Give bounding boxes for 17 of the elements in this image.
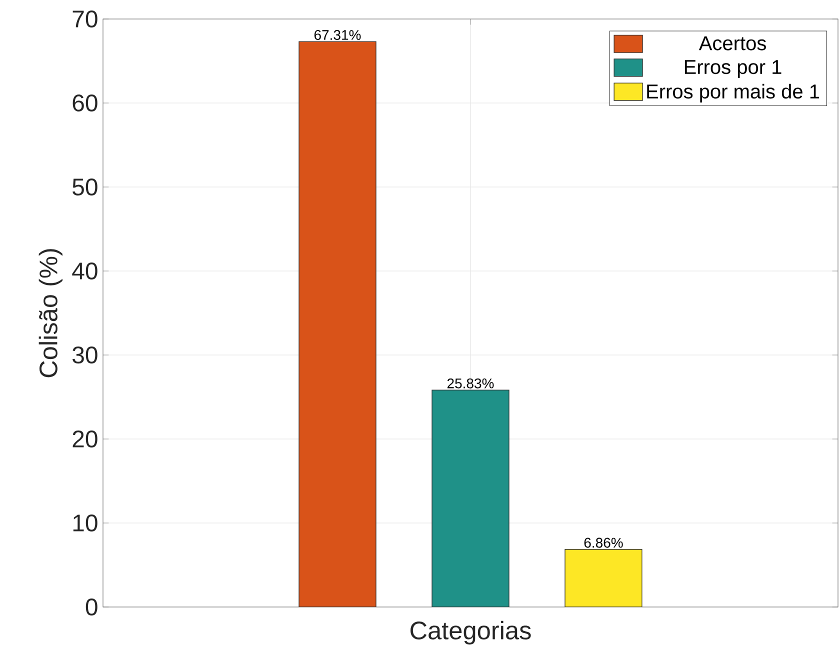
x-axis-title: Categorias [410,620,531,644]
bar [432,390,510,607]
data-label: 25.83% [447,378,494,388]
y-tick-label: 20 [72,430,98,448]
data-label: 6.86% [584,538,623,548]
y-tick-label: 50 [72,178,98,196]
y-tick-label: 0 [86,598,98,616]
data-label: 67.31% [314,30,361,40]
y-tick-label: 10 [73,514,98,532]
y-tick-label: 70 [72,10,98,28]
legend-label: Erros por mais de 1 [647,84,820,103]
y-axis-title: Colisão (%) [38,249,62,378]
y-tick-label: 30 [72,346,98,364]
y-tick-label: 60 [72,94,98,112]
text: Acertos [698,36,766,50]
legend-label: Erros por 1 [684,60,782,78]
y-tick-label: 40 [72,262,98,280]
